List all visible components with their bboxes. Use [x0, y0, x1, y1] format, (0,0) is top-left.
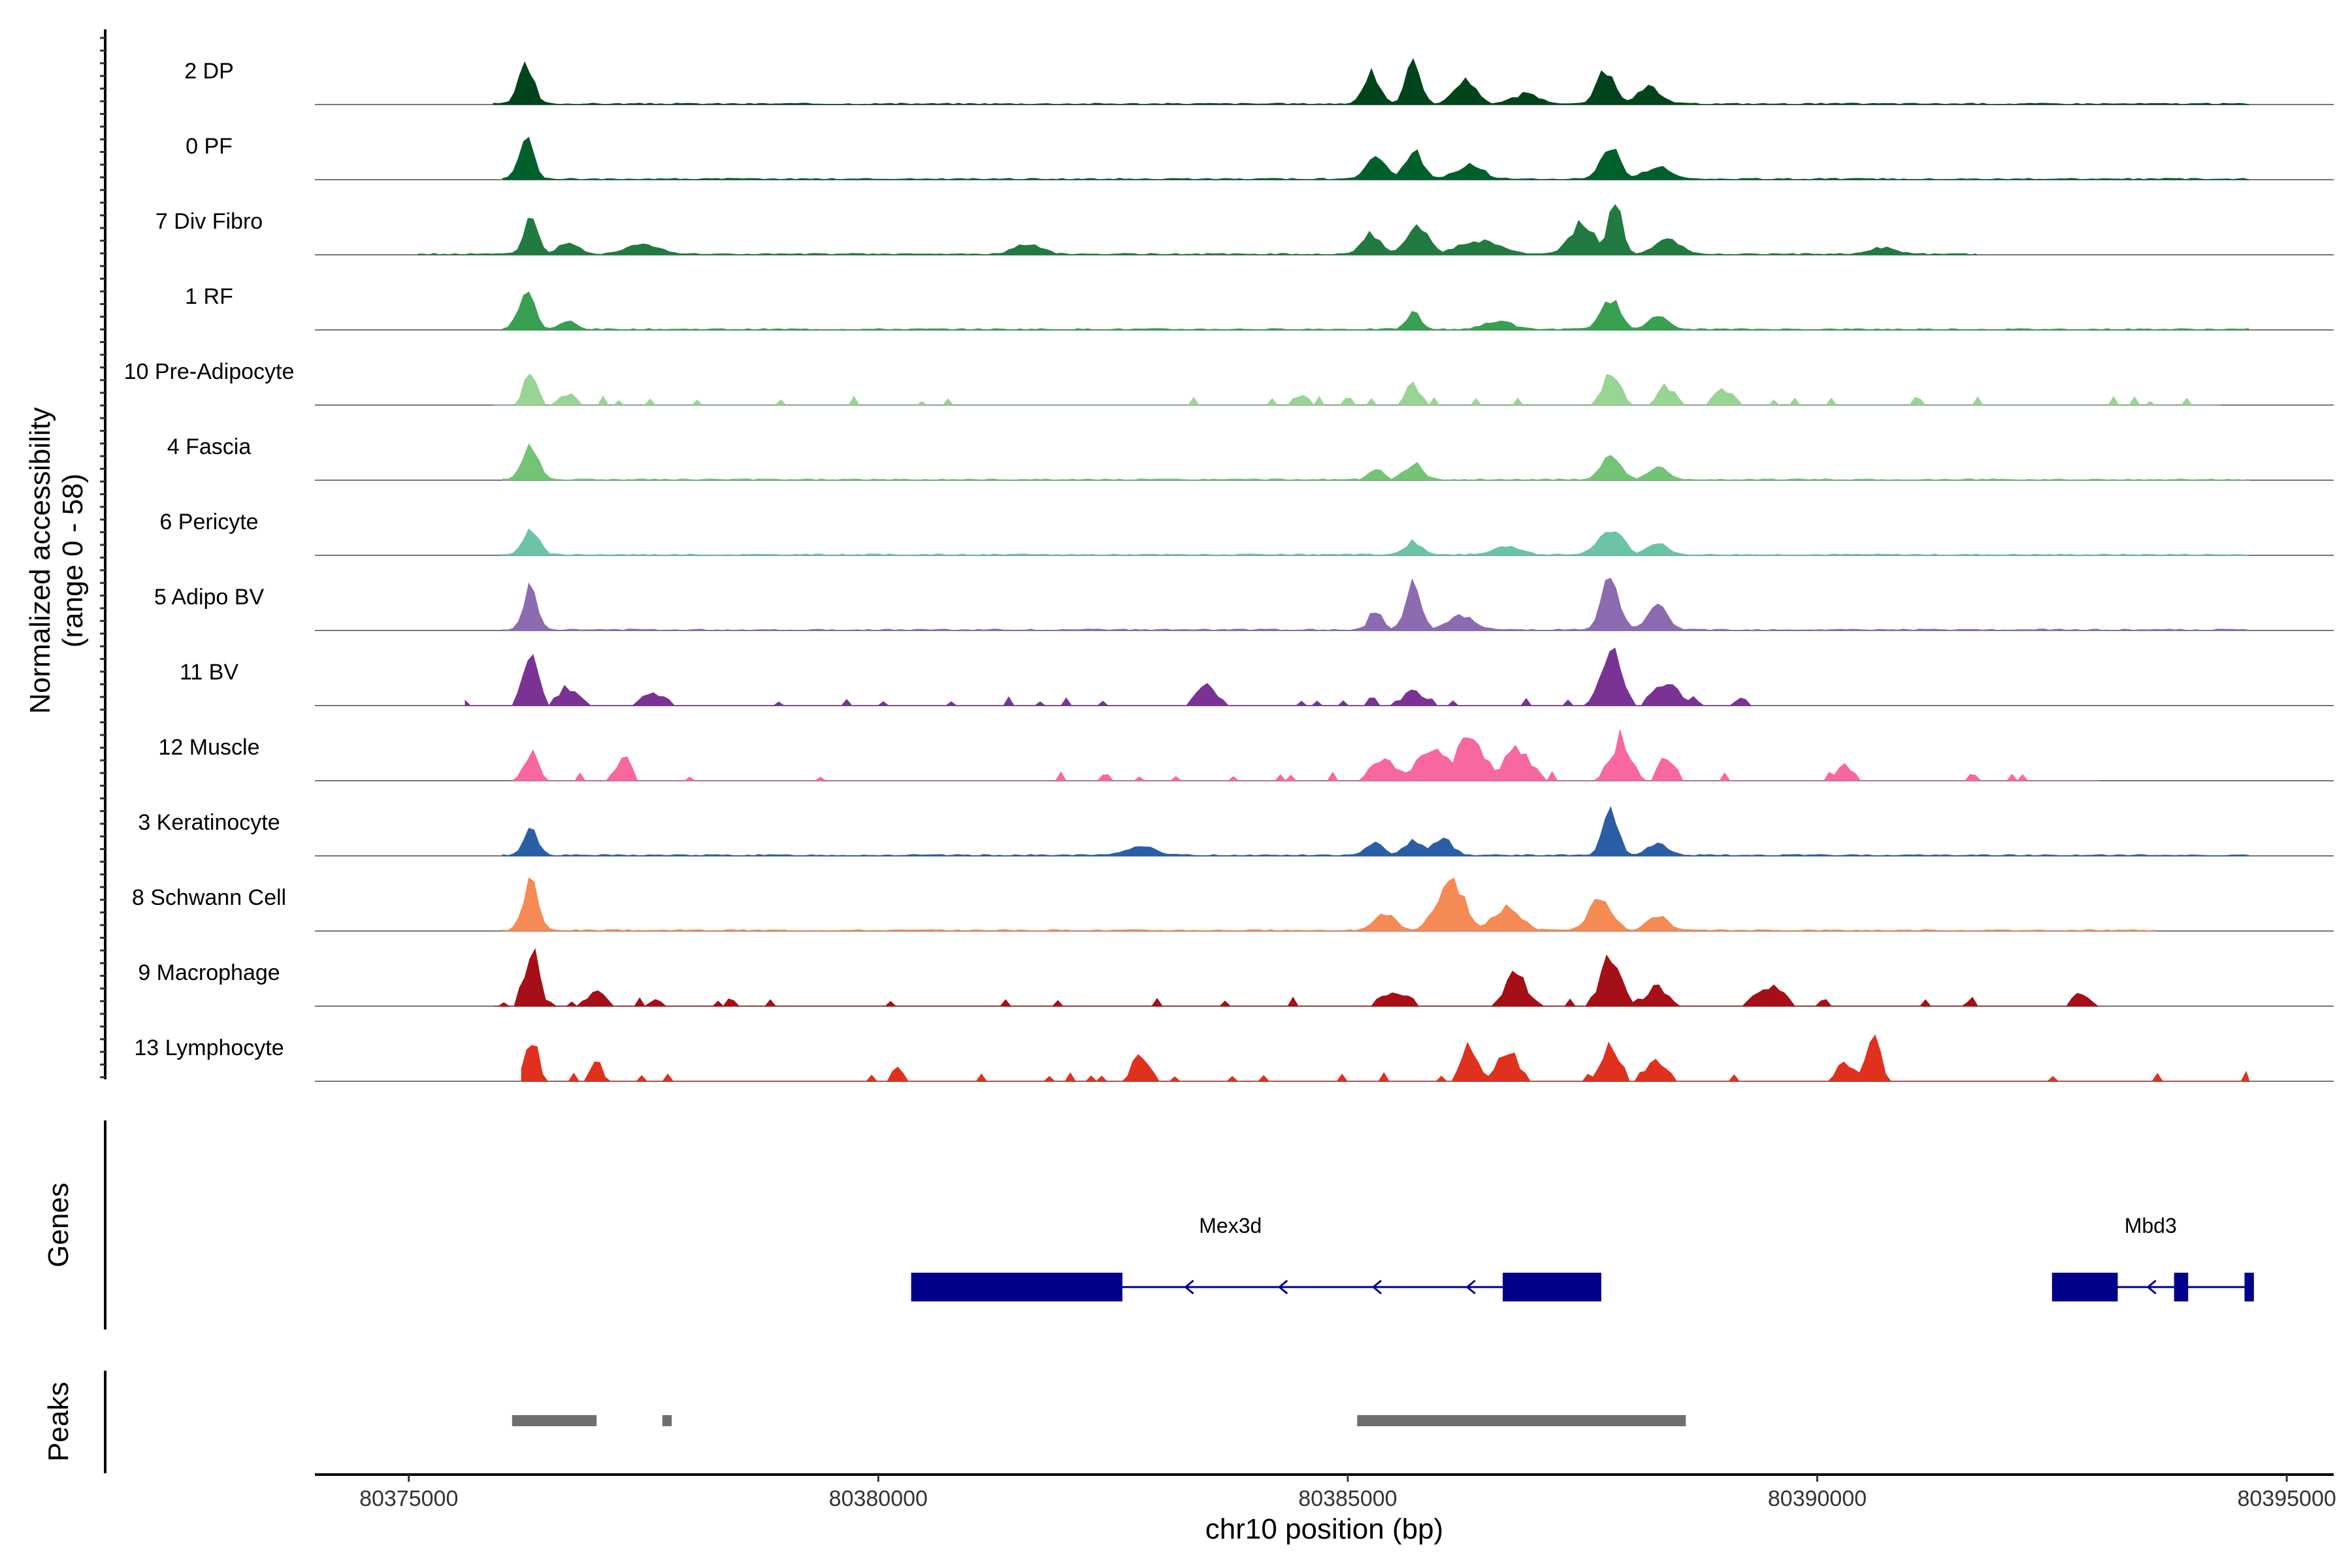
coverage-area [502, 137, 2249, 180]
coverage-area [502, 578, 2251, 631]
gene-mbd3: Mbd3 [2051, 1214, 2254, 1301]
x-tick-label: 80380000 [829, 1486, 928, 1511]
gene-label: Mbd3 [2125, 1214, 2177, 1237]
track-label: 13 Lymphocyte [134, 1036, 284, 1060]
y-axis-title: Normalized accessibility [24, 407, 56, 713]
track-6: 4 Fascia [167, 434, 2334, 481]
track-9: 11 BV [180, 647, 2334, 707]
strand-arrow-icon [1371, 1279, 1382, 1295]
gene-exon [2051, 1273, 2118, 1301]
track-3: 7 Div Fibro [155, 204, 2334, 255]
axes: 80375000 80380000 80385000 80390000 80395000 [100, 29, 2336, 1511]
peak-region [1357, 1415, 1686, 1426]
strand-arrow-icon [1465, 1279, 1476, 1295]
track-label: 11 BV [180, 660, 238, 685]
coverage-area [502, 877, 2157, 932]
gene-exon [1503, 1273, 1601, 1301]
x-tick-label: 80395000 [2237, 1486, 2336, 1511]
track-8: 5 Adipo BV [154, 578, 2334, 631]
coverage-area [493, 373, 2221, 406]
track-label: 7 Div Fibro [155, 209, 263, 234]
track-label: 4 Fascia [167, 434, 252, 459]
coverage-area [502, 291, 2250, 331]
coverage-area [502, 528, 2249, 556]
track-label: 6 Pericyte [159, 510, 258, 534]
track-label: 8 Schwann Cell [132, 885, 286, 910]
track-14: 13 Lymphocyte [134, 1034, 2334, 1082]
coverage-tracks: 2 DP 0 PF 7 Div Fibro 1 RF 10 Pre-Adipocyte 4… [124, 58, 2334, 1082]
y-axis-subtitle: (range 0 - 58) [57, 474, 89, 648]
coverage-area [417, 204, 1978, 255]
x-tick-label: 80375000 [359, 1486, 458, 1511]
genes-track: Mex3d Mbd3 [911, 1214, 2254, 1301]
track-label: 5 Adipo BV [154, 585, 265, 610]
gene-mex3d: Mex3d [911, 1214, 1601, 1301]
coverage-area [502, 806, 2251, 857]
coverage-area [511, 729, 2099, 781]
strand-arrow-icon [2146, 1279, 2157, 1295]
gene-exon [2174, 1273, 2189, 1301]
track-12: 8 Schwann Cell [132, 877, 2334, 932]
coverage-area [465, 647, 1752, 707]
coverage-area [502, 443, 2250, 481]
coverage-y-ticks [100, 37, 105, 1079]
track-7: 6 Pericyte [159, 510, 2334, 556]
peaks-track-label: Peaks [42, 1382, 74, 1462]
track-label: 1 RF [185, 284, 233, 309]
track-label: 2 DP [184, 59, 234, 84]
track-2: 0 PF [186, 134, 2334, 180]
track-label: 10 Pre-Adipocyte [124, 359, 295, 384]
peak-region [512, 1415, 597, 1426]
track-label: 3 Keratinocyte [138, 810, 280, 835]
peaks-track [512, 1415, 1686, 1426]
peak-region [662, 1415, 672, 1426]
track-5: 10 Pre-Adipocyte [124, 359, 2334, 406]
strand-arrow-icon [1277, 1279, 1288, 1295]
coverage-area [493, 58, 2249, 105]
x-axis-ticks: 80375000 80380000 80385000 80390000 80395000 [359, 1475, 2336, 1511]
track-label: 0 PF [186, 134, 233, 159]
track-10: 12 Muscle [159, 729, 2334, 781]
genes-track-label: Genes [42, 1183, 74, 1267]
x-tick-label: 80385000 [1298, 1486, 1397, 1511]
track-label: 9 Macrophage [138, 960, 280, 985]
coverage-area [521, 1034, 2250, 1082]
gene-label: Mex3d [1199, 1214, 1262, 1237]
x-axis-title: chr10 position (bp) [1205, 1513, 1443, 1545]
track-11: 3 Keratinocyte [138, 806, 2334, 857]
x-tick-label: 80390000 [1768, 1486, 1867, 1511]
track-label: 12 Muscle [159, 735, 260, 760]
gene-exon [2244, 1273, 2254, 1301]
track-4: 1 RF [185, 284, 2334, 331]
coverage-area [493, 948, 2099, 1007]
track-13: 9 Macrophage [138, 948, 2334, 1007]
gene-exon [911, 1273, 1122, 1301]
strand-arrow-icon [1184, 1279, 1194, 1295]
track-1: 2 DP [184, 58, 2334, 105]
